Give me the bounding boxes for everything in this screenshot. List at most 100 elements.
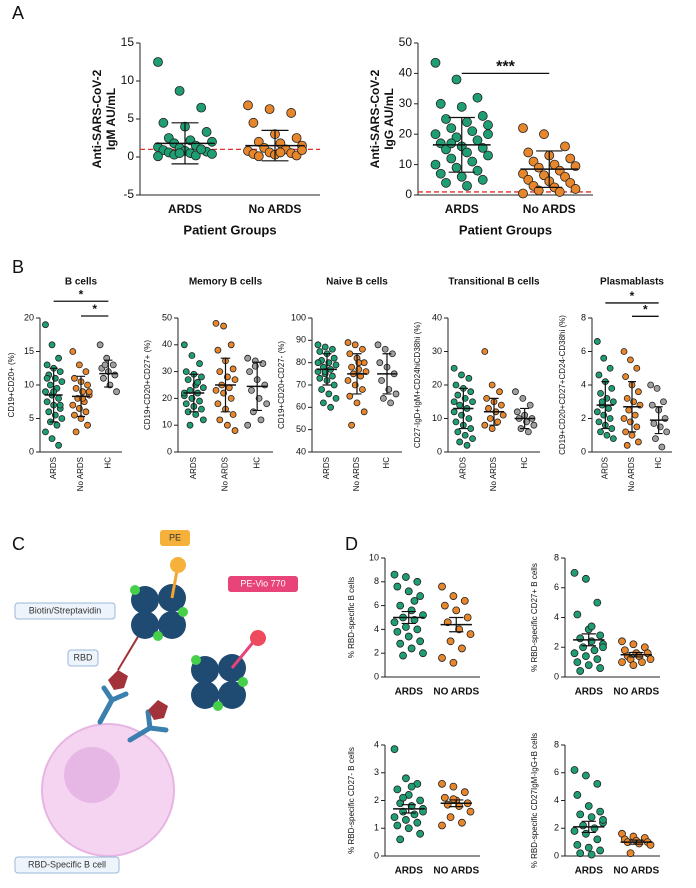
data-point bbox=[404, 587, 413, 596]
x-tick-label: ARDS bbox=[600, 457, 609, 479]
data-point bbox=[399, 651, 407, 660]
data-point bbox=[435, 98, 446, 109]
data-point bbox=[477, 111, 488, 121]
data-point bbox=[351, 341, 359, 349]
data-point bbox=[246, 368, 253, 376]
diagram-label: PE bbox=[169, 532, 181, 542]
label-box bbox=[67, 649, 99, 667]
y-tick-label: 8 bbox=[554, 739, 559, 749]
y-axis-label: CD19+CD20+ (%) bbox=[7, 352, 16, 417]
data-point bbox=[481, 421, 489, 429]
y-tick-label: 50 bbox=[162, 312, 172, 322]
x-tick-label: HC bbox=[520, 457, 529, 469]
biotin bbox=[130, 585, 248, 711]
data-point bbox=[497, 401, 505, 409]
y-axis-label: Anti-SARS-CoV-2 bbox=[90, 69, 104, 168]
data-point bbox=[174, 85, 185, 96]
data-point bbox=[494, 418, 502, 426]
data-point bbox=[579, 643, 587, 652]
error-bar bbox=[401, 610, 416, 625]
error-bar bbox=[104, 359, 113, 388]
x-axis-label: Patient Groups bbox=[459, 222, 552, 237]
data-point bbox=[438, 779, 446, 788]
data-point bbox=[212, 319, 220, 327]
data-point bbox=[376, 359, 384, 367]
data-point bbox=[590, 646, 599, 655]
data-point bbox=[598, 398, 606, 406]
data-point bbox=[353, 399, 361, 407]
y-tick-label: 4 bbox=[374, 624, 379, 634]
data-point bbox=[390, 618, 399, 627]
rbd bbox=[108, 670, 168, 720]
data-point bbox=[465, 374, 473, 382]
data-point bbox=[454, 428, 462, 436]
data-point bbox=[393, 627, 402, 636]
data-point bbox=[261, 381, 269, 389]
data-point bbox=[593, 598, 602, 607]
y-tick-label: 6 bbox=[554, 582, 559, 592]
data-point bbox=[71, 374, 78, 382]
data-point bbox=[472, 92, 483, 103]
data-point bbox=[467, 156, 478, 167]
data-point bbox=[646, 655, 655, 664]
y-tick-label: 8 bbox=[374, 576, 379, 586]
data-point bbox=[82, 408, 90, 416]
error-bar bbox=[520, 407, 530, 430]
data-point bbox=[570, 568, 579, 577]
data-point bbox=[620, 348, 628, 355]
y-tick-label: 10 bbox=[432, 413, 442, 423]
data-point bbox=[627, 356, 634, 364]
data-point bbox=[582, 652, 590, 661]
y-tick-label: 4 bbox=[374, 739, 379, 749]
data-point bbox=[463, 441, 471, 449]
data-point bbox=[190, 150, 201, 161]
data-point bbox=[573, 610, 582, 619]
data-point bbox=[579, 821, 587, 830]
data-point bbox=[455, 625, 464, 634]
data-point bbox=[321, 343, 329, 351]
data-point bbox=[599, 643, 607, 652]
y-tick-label: 10 bbox=[399, 157, 413, 171]
y-tick-label: -5 bbox=[123, 187, 134, 201]
data-point bbox=[196, 360, 203, 367]
data-point bbox=[413, 625, 422, 634]
x-tick-label: ARDS bbox=[395, 866, 424, 877]
y-tick-label: 0 bbox=[167, 446, 172, 456]
y-tick-label: 1 bbox=[374, 823, 379, 833]
pe-vio-dye bbox=[250, 630, 266, 646]
data-point bbox=[182, 400, 190, 408]
data-point bbox=[454, 391, 462, 399]
data-point bbox=[460, 596, 469, 605]
data-point bbox=[582, 574, 590, 583]
data-point bbox=[244, 354, 252, 362]
error-bar bbox=[581, 633, 596, 647]
data-point bbox=[451, 74, 462, 85]
y-tick-label: 0 bbox=[127, 149, 134, 163]
y-tick-label: 60 bbox=[296, 402, 306, 412]
x-tick-label: ARDS bbox=[395, 687, 424, 698]
data-point bbox=[462, 180, 472, 191]
data-point bbox=[456, 101, 467, 112]
data-point bbox=[84, 421, 91, 429]
data-point bbox=[467, 388, 475, 396]
data-point bbox=[263, 400, 271, 408]
x-tick-label: HC bbox=[252, 457, 261, 469]
data-point bbox=[48, 341, 56, 349]
y-tick-label: 20 bbox=[24, 312, 34, 322]
data-point bbox=[596, 631, 605, 640]
data-point bbox=[227, 341, 235, 349]
y-tick-label: 30 bbox=[432, 346, 442, 356]
error-bar bbox=[352, 353, 362, 395]
data-point bbox=[253, 151, 264, 162]
data-point bbox=[330, 381, 338, 389]
data-point bbox=[416, 796, 425, 805]
data-point bbox=[618, 658, 626, 667]
label-box bbox=[160, 530, 190, 546]
data-point bbox=[446, 153, 457, 164]
x-tick-label: NO ARDS bbox=[613, 687, 659, 698]
data-point bbox=[560, 141, 570, 152]
y-tick-label: 30 bbox=[162, 366, 172, 376]
data-point bbox=[396, 639, 405, 648]
data-point bbox=[626, 849, 635, 858]
data-point bbox=[458, 644, 466, 653]
